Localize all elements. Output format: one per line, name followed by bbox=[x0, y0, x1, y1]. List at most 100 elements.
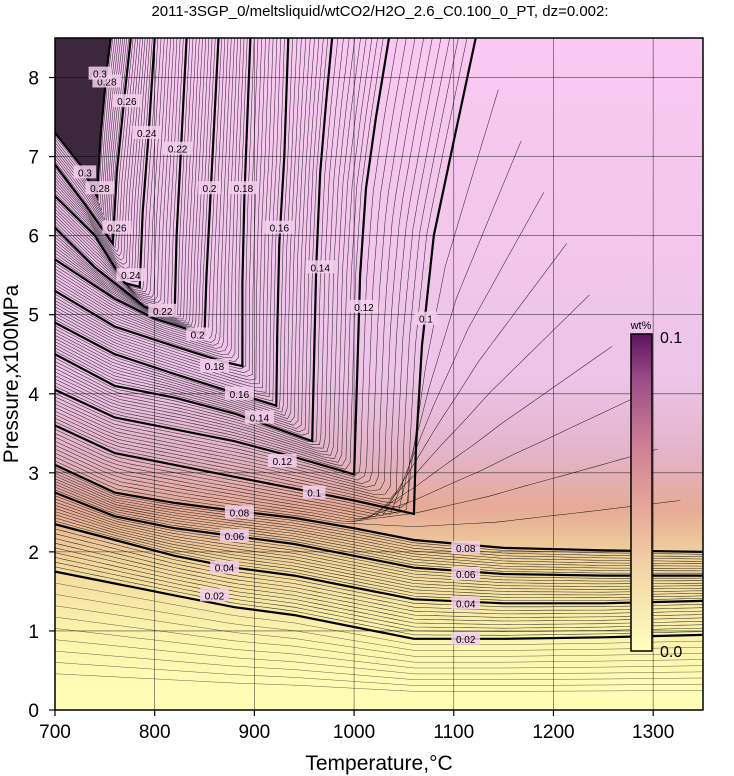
minor-contour-line bbox=[55, 38, 159, 290]
contour-label-background bbox=[102, 220, 132, 234]
contour-label-text: 0.28 bbox=[90, 184, 110, 195]
contour-label-background bbox=[88, 66, 112, 80]
minor-contour-line bbox=[55, 294, 590, 518]
minor-contour-line bbox=[55, 38, 175, 303]
minor-contour-line bbox=[55, 38, 311, 423]
contour-label-background bbox=[245, 410, 274, 424]
minor-contour-line bbox=[55, 243, 567, 517]
minor-contour-line bbox=[55, 38, 329, 436]
contour-label-background bbox=[85, 181, 115, 195]
contour-label-background bbox=[112, 94, 142, 108]
contour-label-background bbox=[451, 596, 481, 610]
minor-contour-line bbox=[55, 38, 442, 495]
contour-label-text: 0.24 bbox=[137, 129, 157, 140]
minor-contour-line bbox=[55, 38, 293, 410]
minor-contour-line bbox=[55, 639, 703, 675]
minor-contour-line bbox=[55, 561, 703, 632]
contour-label-background bbox=[163, 141, 192, 155]
minor-contour-line bbox=[55, 470, 703, 557]
x-tick-label: 800 bbox=[139, 722, 171, 743]
contour-label-text: 0.2 bbox=[191, 331, 205, 342]
minor-contour-line bbox=[55, 38, 255, 370]
contour-label: 0.18 bbox=[200, 359, 229, 373]
minor-contour-line bbox=[55, 517, 703, 598]
y-tick-label: 5 bbox=[28, 306, 39, 327]
contour-label-text: 0.1 bbox=[419, 315, 433, 326]
minor-contour-line bbox=[55, 533, 703, 611]
y-tick-label: 6 bbox=[28, 227, 39, 248]
contour-label-text: 0.18 bbox=[205, 362, 225, 373]
contour-label-text: 0.14 bbox=[310, 263, 330, 274]
contour-label-background bbox=[305, 260, 335, 274]
colorbar: wt% 0.1 0.0 bbox=[630, 320, 683, 661]
contour-label-text: 0.3 bbox=[78, 168, 92, 179]
minor-contour-line bbox=[55, 498, 703, 582]
x-axis-label: Temperature,°C bbox=[305, 752, 452, 775]
minor-contour-line bbox=[55, 38, 229, 343]
contour-label-background bbox=[220, 529, 249, 543]
minor-contour-line bbox=[55, 605, 703, 657]
minor-contour-line bbox=[55, 38, 424, 488]
y-axis: 0 1 2 3 4 5 6 7 8 bbox=[28, 69, 55, 722]
contour-label-text: 0.04 bbox=[456, 599, 476, 610]
y-tick-label: 8 bbox=[28, 69, 39, 90]
minor-contour-line bbox=[55, 650, 703, 680]
minor-contour-line bbox=[55, 38, 433, 492]
minor-contour-line bbox=[55, 38, 378, 467]
contour-label-background bbox=[451, 567, 481, 580]
contour-label: 0.14 bbox=[305, 260, 335, 274]
contour-label-background bbox=[451, 631, 481, 645]
x-tick-label: 1000 bbox=[333, 722, 375, 743]
minor-contour-line bbox=[55, 38, 200, 322]
minor-contour-line bbox=[55, 38, 139, 257]
minor-contour-line bbox=[55, 673, 703, 692]
contour-label: 0.3 bbox=[88, 66, 112, 81]
minor-contour-line bbox=[55, 38, 184, 311]
contour-label-background bbox=[414, 311, 438, 325]
contour-label: 0.06 bbox=[220, 529, 249, 543]
contour-label-background bbox=[302, 485, 326, 499]
contour-label: 0.12 bbox=[267, 454, 297, 468]
minor-contour-line bbox=[55, 38, 238, 352]
minor-contour-line bbox=[55, 38, 468, 508]
minor-contour-line bbox=[55, 467, 703, 555]
minor-contour-line bbox=[55, 38, 151, 278]
minor-contour-line bbox=[55, 38, 222, 338]
major-contour-0.16 bbox=[55, 38, 290, 408]
contour-label: 0.3 bbox=[73, 165, 97, 179]
plot-area: 0.02 0.02 0.04 0.04 0.06 0.06 0.08 0.08 0.1 0.1 0.… bbox=[55, 38, 703, 710]
x-axis: 700 800 900 1000 1100 1200 1300 bbox=[39, 710, 674, 743]
contour-label-text: 0.16 bbox=[270, 224, 290, 235]
minor-contour-line bbox=[55, 508, 703, 590]
contour-label-text: 0.1 bbox=[307, 489, 321, 500]
minor-contour-line bbox=[55, 662, 703, 686]
minor-contour-line bbox=[55, 38, 274, 389]
minor-contour-line bbox=[55, 38, 270, 385]
contour-label-background bbox=[210, 560, 239, 574]
minor-contour-line bbox=[55, 38, 203, 324]
contour-label-background bbox=[225, 386, 254, 400]
contour-label: 0.1 bbox=[302, 485, 326, 500]
minor-contour-line bbox=[55, 528, 703, 608]
contour-label: 0.08 bbox=[225, 505, 254, 519]
minor-contour-line bbox=[55, 38, 197, 320]
contour-label-background bbox=[73, 165, 97, 179]
minor-contour-line bbox=[55, 38, 278, 393]
contour-label-text: 0.08 bbox=[456, 544, 476, 555]
x-tick-label: 900 bbox=[239, 722, 271, 743]
minor-contour-line bbox=[55, 38, 298, 413]
minor-contour-line bbox=[55, 38, 245, 359]
minor-contour-line bbox=[55, 489, 703, 574]
major-contour-0.22 bbox=[55, 38, 188, 317]
minor-contour-line bbox=[55, 38, 339, 442]
minor-contour-line bbox=[55, 38, 162, 293]
minor-contour-line bbox=[55, 38, 302, 416]
contour-label-text: 0.26 bbox=[117, 97, 137, 108]
contour-label-background bbox=[186, 327, 209, 341]
minor-contour-line bbox=[55, 486, 703, 572]
colorbar-unit: wt% bbox=[630, 320, 652, 332]
minor-contour-line bbox=[55, 38, 242, 355]
contour-label-text: 0.18 bbox=[234, 184, 254, 195]
minor-contour-line bbox=[55, 582, 703, 645]
contour-label-background bbox=[148, 303, 178, 317]
